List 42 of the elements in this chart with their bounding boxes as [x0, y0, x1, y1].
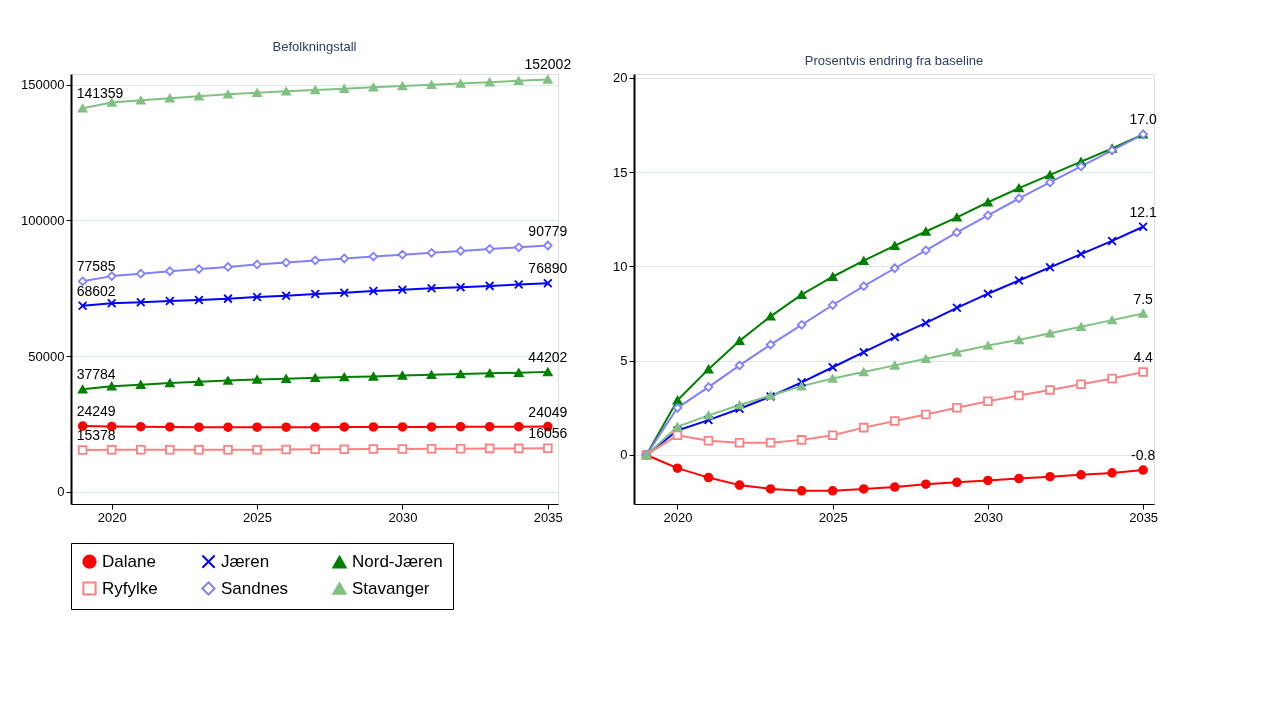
y-tick-label: 10	[613, 258, 628, 274]
data-label: 37784	[76, 366, 116, 383]
legend-label: Jæren	[221, 551, 270, 571]
data-label: 12.1	[1129, 203, 1157, 220]
legend-label: Sandnes	[221, 578, 289, 598]
legend-label: Ryfylke	[102, 578, 158, 598]
y-tick-label: 20	[613, 70, 628, 86]
x-tick-label: 2030	[973, 509, 1003, 525]
data-label: 24049	[528, 403, 568, 420]
data-label: 15378	[76, 427, 116, 444]
y-tick-label: 0	[57, 484, 65, 500]
x-tick-label: 2030	[388, 509, 418, 525]
legend-label: Nord-Jæren	[352, 552, 443, 572]
data-label: 141359	[76, 85, 124, 102]
data-label: -0.8	[1131, 447, 1156, 464]
y-tick-label: 50000	[28, 348, 65, 364]
x-tick-label: 2020	[663, 509, 693, 525]
data-label: 152002	[524, 56, 572, 73]
data-label: 44202	[528, 348, 568, 365]
y-tick-label: 5	[620, 353, 628, 369]
legend-label: Stavanger	[352, 578, 430, 598]
data-label: 90779	[528, 222, 568, 239]
chart-title: Befolkningstall	[272, 39, 357, 55]
legend-label: Dalane	[102, 551, 156, 571]
y-tick-label: 100000	[21, 213, 65, 228]
data-label: 7.5	[1133, 290, 1154, 307]
x-tick-label: 2020	[97, 509, 127, 525]
x-tick-label: 2025	[818, 509, 848, 525]
x-tick-label: 2025	[243, 509, 273, 525]
data-label: 16056	[528, 425, 568, 442]
data-label: 68602	[76, 282, 116, 299]
y-tick-label: 0	[620, 447, 628, 463]
x-tick-label: 2035	[533, 509, 563, 525]
data-label: 24249	[76, 403, 116, 420]
chart-title: Prosentvis endring fra baseline	[804, 52, 984, 68]
y-tick-label: 150000	[21, 77, 65, 93]
data-label: 76890	[528, 260, 568, 277]
data-label: 17.0	[1129, 111, 1157, 128]
y-tick-label: 15	[613, 164, 628, 180]
data-label: 4.4	[1133, 348, 1154, 365]
x-tick-label: 2035	[1129, 509, 1159, 525]
data-label: 77585	[76, 258, 116, 275]
